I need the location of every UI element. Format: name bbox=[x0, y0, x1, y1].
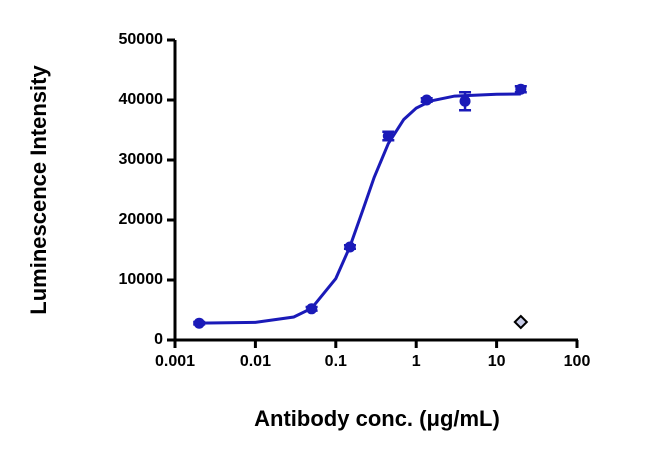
point bbox=[344, 241, 356, 253]
x-tick-label: 10 bbox=[488, 353, 506, 370]
y-tick-label: 0 bbox=[154, 331, 163, 348]
y-tick-label: 10000 bbox=[119, 271, 164, 288]
point bbox=[421, 94, 433, 106]
point bbox=[515, 83, 527, 95]
y-tick-label: 40000 bbox=[119, 91, 164, 108]
y-axis-label: Luminescence Intensity bbox=[26, 65, 51, 315]
x-axis-label: Antibody conc. (μg/mL) bbox=[254, 406, 500, 431]
x-tick-label: 0.001 bbox=[155, 353, 195, 370]
point bbox=[459, 95, 471, 107]
point bbox=[306, 303, 318, 315]
point bbox=[382, 130, 394, 142]
fit-curve bbox=[199, 92, 521, 325]
x-tick-label: 0.01 bbox=[240, 353, 271, 370]
x-tick-label: 0.1 bbox=[325, 353, 347, 370]
y-tick-label: 50000 bbox=[119, 31, 164, 48]
x-tick-label: 1 bbox=[412, 353, 421, 370]
x-tick-label: 100 bbox=[564, 353, 591, 370]
point-diamond bbox=[513, 314, 529, 330]
y-tick-label: 30000 bbox=[119, 151, 164, 168]
point bbox=[193, 317, 205, 329]
y-tick-label: 20000 bbox=[119, 211, 164, 228]
